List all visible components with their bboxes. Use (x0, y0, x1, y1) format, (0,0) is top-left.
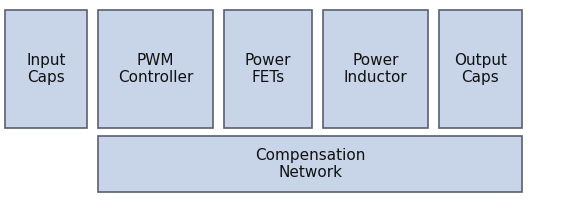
Text: Input
Caps: Input Caps (26, 53, 66, 85)
Text: Output
Caps: Output Caps (454, 53, 507, 85)
Bar (5, 10, 87, 128)
Text: PWM
Controller: PWM Controller (118, 53, 193, 85)
Text: Compensation
Network: Compensation Network (255, 148, 365, 180)
Bar (98, 136, 522, 192)
Text: Power
FETs: Power FETs (245, 53, 291, 85)
Text: Power
Inductor: Power Inductor (344, 53, 407, 85)
Bar (224, 10, 312, 128)
Bar (439, 10, 522, 128)
Bar (98, 10, 213, 128)
Bar (323, 10, 428, 128)
